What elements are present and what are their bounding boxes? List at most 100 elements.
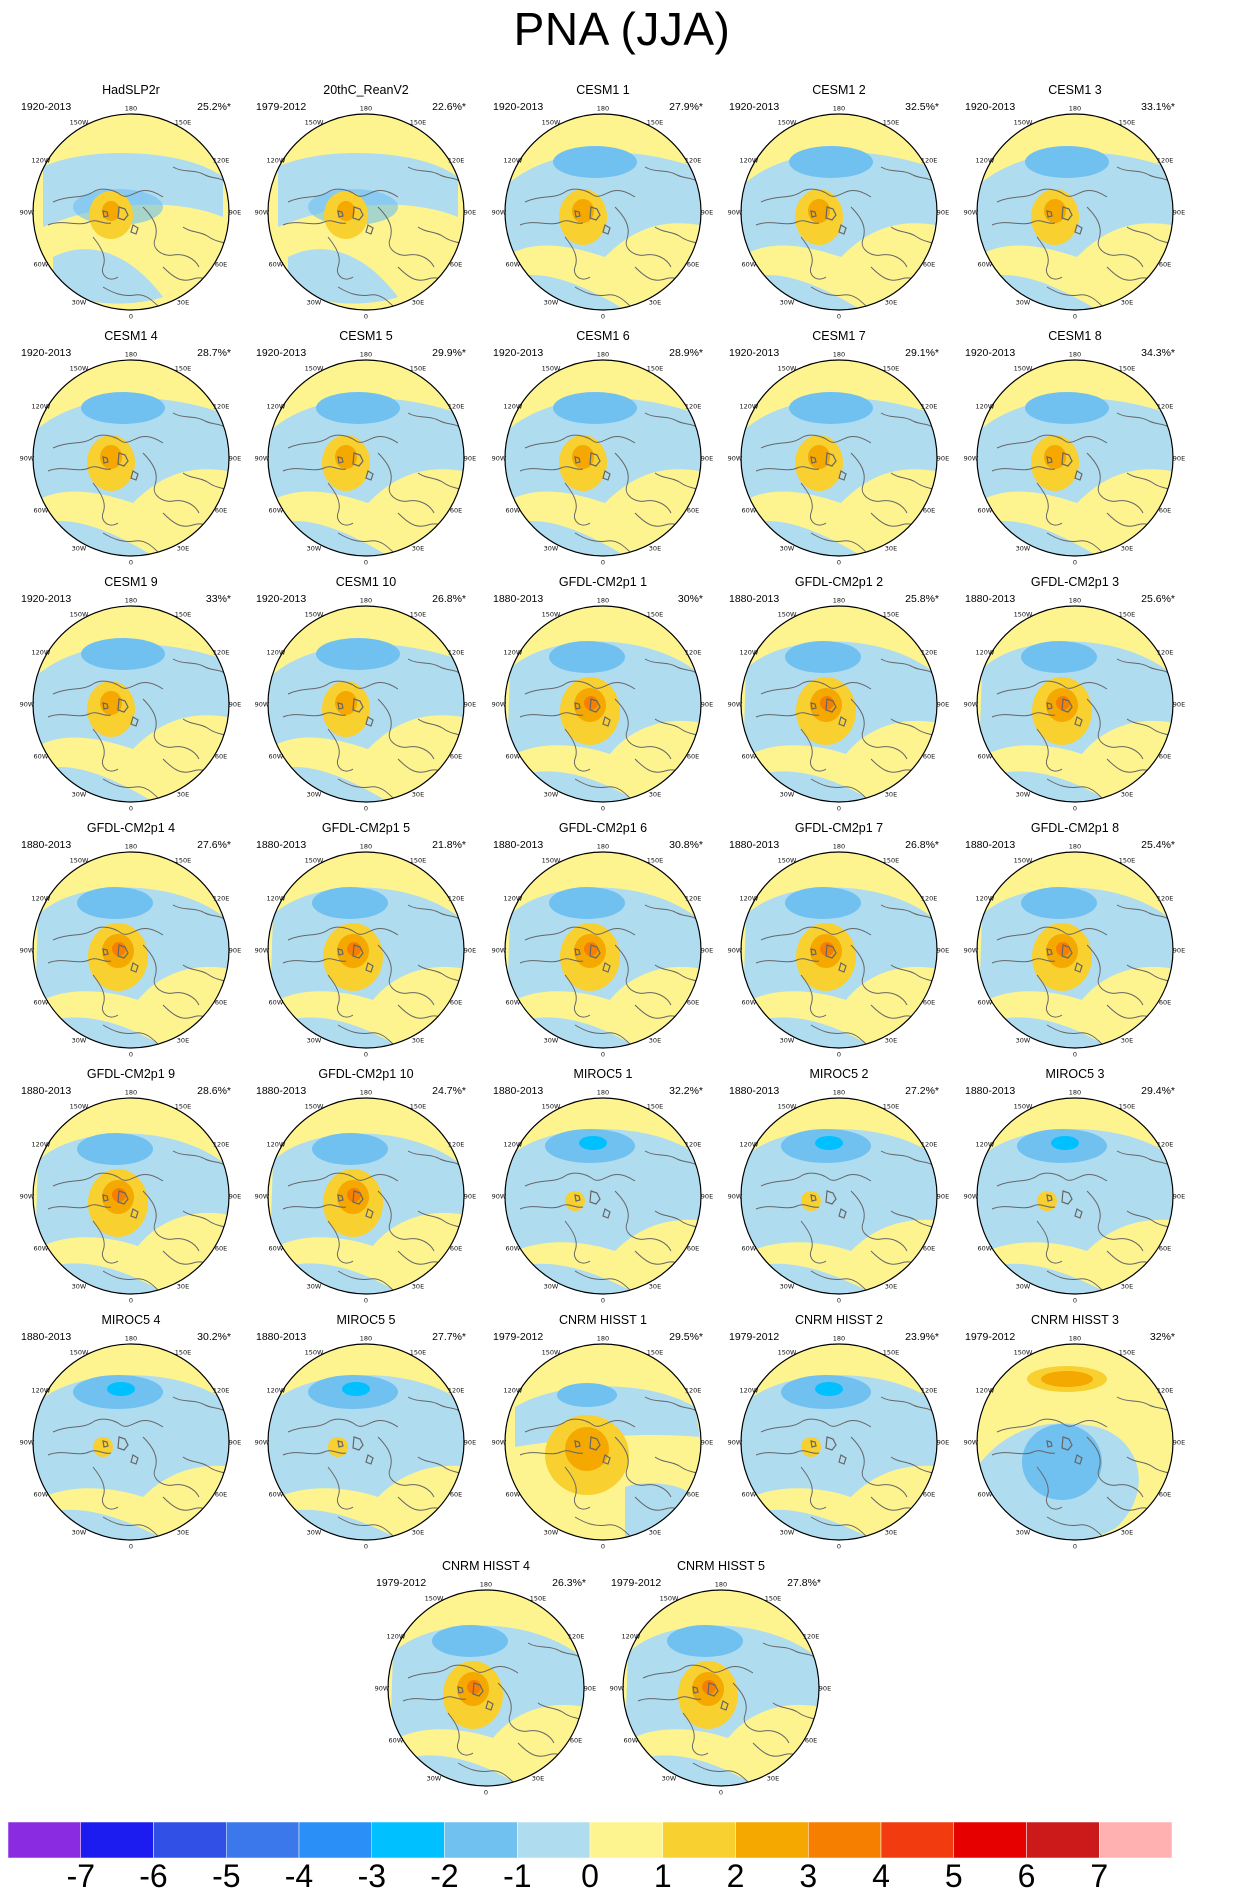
- longitude-label: 150W: [70, 610, 89, 618]
- longitude-label: 150W: [1014, 1348, 1033, 1356]
- longitude-label: 60W: [978, 1491, 993, 1499]
- longitude-label: 90E: [819, 1685, 831, 1693]
- colorbar-tick-label: 3: [799, 1858, 818, 1894]
- negative-anomaly-core: [316, 638, 400, 670]
- longitude-label: 60W: [742, 261, 757, 269]
- coastline: [644, 412, 700, 430]
- panel-years: 1979-2012: [256, 101, 307, 113]
- map-panel: GFDL-CM2p1 8 1880-2013 25.4%* 180 150E 120E 90…: [957, 821, 1193, 1059]
- longitude-label: 90W: [255, 947, 270, 955]
- coastline: [47, 466, 112, 472]
- panel-title: GFDL-CM2p1 7: [794, 821, 884, 835]
- coastline: [282, 1204, 347, 1210]
- longitude-label: 120W: [739, 649, 758, 657]
- longitude-label: 90W: [964, 947, 979, 955]
- polar-map: 180 150E 120E 90E 60E 30E 0 30W 60W 90W 120W 150W: [255, 351, 477, 565]
- panel-years: 1920-2013: [256, 347, 307, 359]
- longitude-label: 120E: [685, 157, 702, 165]
- coastline: [527, 1642, 583, 1660]
- longitude-label: 0: [1073, 1051, 1077, 1058]
- longitude-label: 120E: [921, 157, 938, 165]
- panel-variance-pct: 26.8%*: [905, 839, 939, 851]
- arctic-islands-contour: [1046, 1190, 1083, 1219]
- map-panel: 20thC_ReanV2 1979-2012 22.6%* 180 150E 120E 90…: [248, 83, 484, 321]
- longitude-label: 30E: [885, 1283, 897, 1291]
- longitude-label: 60E: [923, 753, 935, 761]
- longitude-label: 0: [837, 1543, 841, 1550]
- colorbar-box: [662, 1822, 736, 1858]
- coastline: [172, 166, 228, 184]
- longitude-label: 60E: [1159, 753, 1171, 761]
- coastline: [92, 728, 119, 772]
- panel-years: 1920-2013: [21, 593, 72, 605]
- longitude-label: 60W: [506, 753, 521, 761]
- colorbar: [8, 1822, 1172, 1858]
- coastlines: [282, 166, 464, 308]
- longitude-label: 150W: [1014, 856, 1033, 864]
- longitude-label: 60W: [742, 1491, 757, 1499]
- longitude-label: 150E: [175, 856, 192, 864]
- coastlines: [282, 1396, 464, 1538]
- coastline: [287, 1172, 399, 1187]
- longitude-label: 60W: [978, 261, 993, 269]
- coastline: [52, 1418, 164, 1433]
- longitude-label: 120W: [975, 1141, 994, 1149]
- colorbar-box: [1099, 1822, 1172, 1858]
- panel-years: 1920-2013: [21, 347, 72, 359]
- map-border: [267, 851, 465, 1049]
- coastline: [47, 220, 112, 226]
- colorbar-box: [298, 1822, 372, 1858]
- negative-anomaly-peak: [107, 1382, 135, 1396]
- map-border: [976, 1097, 1174, 1295]
- coastline: [800, 1466, 827, 1510]
- longitude-label: 120W: [266, 403, 285, 411]
- coastline: [52, 188, 164, 203]
- panel-variance-pct: 29.1%*: [905, 347, 939, 359]
- longitude-label: 30W: [72, 1529, 87, 1537]
- longitude-label: 30W: [544, 299, 559, 307]
- arctic-islands-contour: [574, 1436, 611, 1465]
- panel-title: GFDL-CM2p1 3: [1030, 575, 1120, 589]
- arctic-islands-contour: [337, 452, 374, 481]
- longitude-label: 60E: [450, 999, 462, 1007]
- map-panel: CESM1 5 1920-2013 29.9%* 180 150E 120E 90E 60E 3…: [248, 329, 484, 567]
- longitude-label: 90W: [255, 1439, 270, 1447]
- coastline: [564, 728, 591, 772]
- longitude-label: 120E: [448, 157, 465, 165]
- coastline: [564, 236, 591, 280]
- longitude-label: 150E: [175, 118, 192, 126]
- longitude-label: 150W: [778, 364, 797, 372]
- longitude-label: 60W: [506, 507, 521, 515]
- longitude-label: 60W: [269, 507, 284, 515]
- longitude-label: 150E: [883, 118, 900, 126]
- longitude-label: 150W: [542, 118, 561, 126]
- longitude-label: 180: [125, 1335, 137, 1343]
- longitude-label: 120E: [921, 1387, 938, 1395]
- negative-anomaly-region: [408, 1755, 538, 1786]
- negative-anomaly-region: [520, 1263, 660, 1294]
- coastline: [644, 166, 700, 184]
- longitude-label: 180: [597, 843, 609, 851]
- panel-years: 1920-2013: [729, 347, 780, 359]
- longitude-label: 150W: [778, 1102, 797, 1110]
- map-panel: GFDL-CM2p1 10 1880-2013 24.7%* 180 150E 120E 9…: [248, 1067, 484, 1305]
- coastline: [644, 904, 700, 922]
- colorbar-tick-label: 6: [1017, 1858, 1036, 1894]
- coastline: [692, 1762, 750, 1784]
- longitude-label: 30E: [177, 545, 189, 553]
- coastline: [1116, 412, 1172, 430]
- negative-anomaly-region: [756, 1263, 896, 1294]
- coastline: [407, 412, 463, 430]
- panel-years: 1880-2013: [21, 1085, 72, 1097]
- coastline: [1116, 658, 1172, 676]
- panel-variance-pct: 25.8%*: [905, 593, 939, 605]
- longitude-label: 90E: [1173, 1193, 1185, 1201]
- longitude-label: 0: [837, 313, 841, 320]
- coastline: [337, 286, 395, 308]
- longitude-label: 90E: [937, 701, 949, 709]
- arctic-islands-contour: [102, 944, 139, 973]
- longitude-label: 60E: [450, 753, 462, 761]
- longitude-label: 180: [1069, 1335, 1081, 1343]
- coastline: [407, 1150, 463, 1168]
- coastline: [337, 1516, 395, 1538]
